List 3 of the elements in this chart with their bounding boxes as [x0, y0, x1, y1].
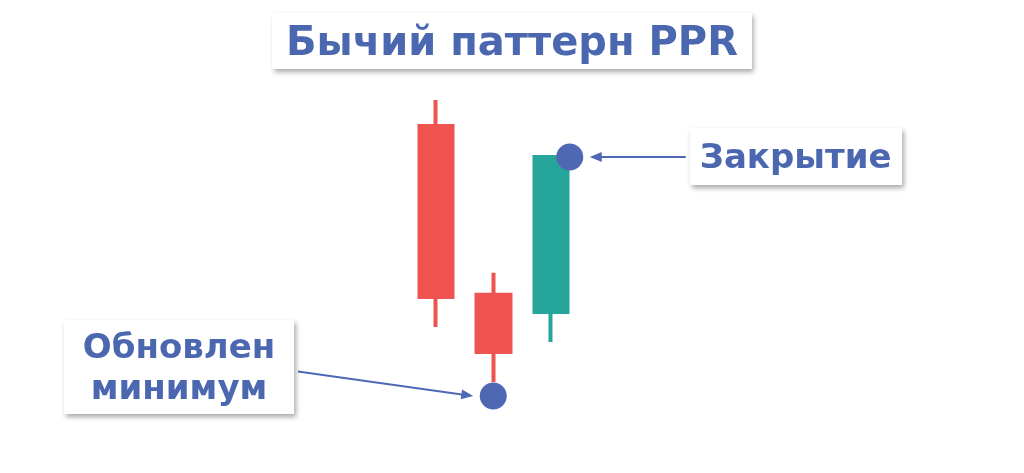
chart-title: Бычий паттерн PPR [272, 13, 752, 69]
text: Обновлен минимум [64, 320, 294, 414]
text: Закрытие [689, 127, 902, 185]
